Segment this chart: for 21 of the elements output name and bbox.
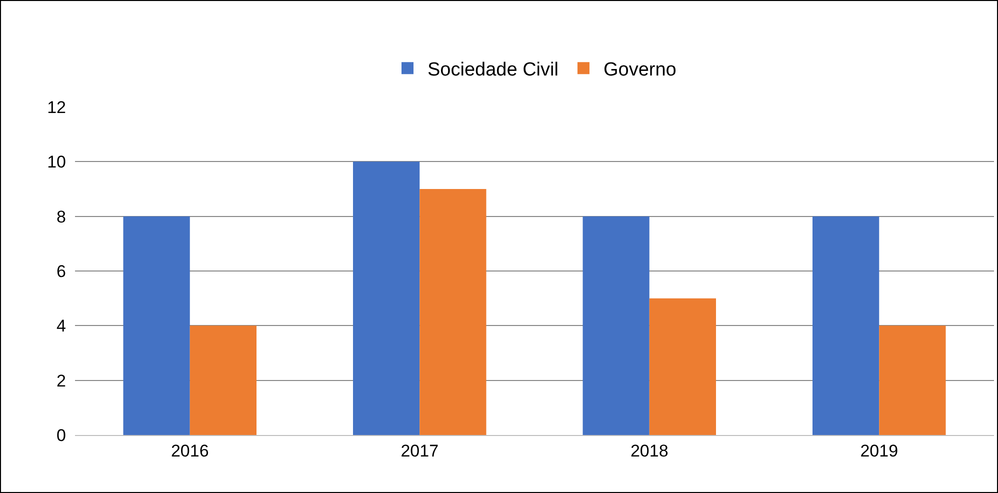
- legend-label: Governo: [603, 60, 676, 81]
- x-tick-label: 2019: [860, 441, 898, 460]
- y-tick-label: 10: [47, 152, 66, 172]
- bar: [123, 216, 190, 435]
- bar: [812, 216, 880, 435]
- y-tick-label: 0: [56, 426, 66, 445]
- x-tick-label: 2017: [400, 441, 439, 460]
- y-tick-label: 2: [56, 371, 66, 390]
- bar: [582, 216, 650, 435]
- bar: [879, 326, 946, 435]
- legend-label: Sociedade Civil: [428, 60, 558, 81]
- x-tick-label: 2016: [170, 441, 209, 460]
- y-tick-label: 4: [56, 316, 66, 336]
- y-tick-label: 6: [56, 262, 66, 281]
- bar: [649, 298, 716, 435]
- bar: [420, 189, 486, 435]
- x-tick-label: 2018: [630, 441, 668, 460]
- bar: [190, 326, 256, 435]
- bar: [353, 162, 420, 435]
- y-tick-label: 8: [56, 207, 66, 226]
- y-tick-label: 12: [47, 98, 66, 117]
